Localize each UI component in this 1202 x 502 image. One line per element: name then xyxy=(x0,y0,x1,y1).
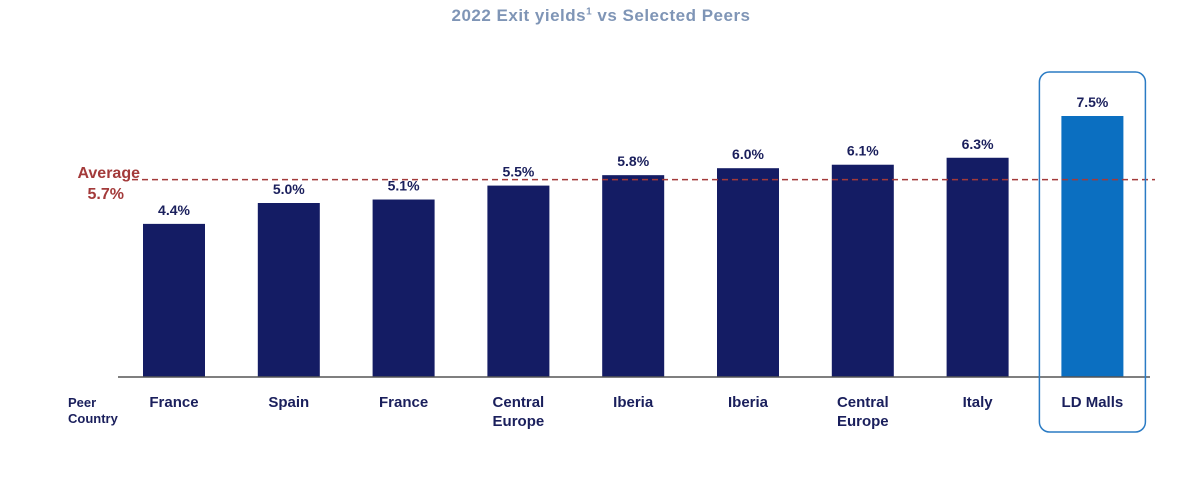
average-label: Average xyxy=(77,165,140,182)
row-label-line-2: Country xyxy=(68,411,118,426)
chart-title-footnote: 1 xyxy=(586,6,593,18)
data-label-1: 5.0% xyxy=(273,181,305,197)
category-label-3-line-0: Central xyxy=(493,394,545,411)
category-label-1-line-0: Spain xyxy=(268,394,309,411)
category-label-4-line-0: Iberia xyxy=(613,394,654,411)
bar-1 xyxy=(257,203,320,377)
category-label-5-line-0: Iberia xyxy=(728,394,769,411)
bar-0 xyxy=(143,223,205,377)
category-label-7-line-0: Italy xyxy=(963,394,994,411)
data-label-7: 6.3% xyxy=(962,136,994,152)
bar-8 xyxy=(1061,116,1124,377)
category-label-0-line-0: France xyxy=(149,394,198,411)
bar-7 xyxy=(946,157,1009,377)
row-label-peer-country: Peer Country xyxy=(68,395,118,427)
data-label-5: 6.0% xyxy=(732,146,764,162)
bars-group xyxy=(143,116,1124,377)
chart-title: 2022 Exit yields1 vs Selected Peers xyxy=(0,6,1202,26)
bar-5 xyxy=(717,168,779,377)
category-label-2-line-0: France xyxy=(379,394,428,411)
chart-title-main: 2022 Exit yields xyxy=(451,6,587,25)
data-label-8: 7.5% xyxy=(1076,94,1108,110)
category-labels-group: France Spain France Central Europe Iberia Iber… xyxy=(149,394,1123,430)
data-label-0: 4.4% xyxy=(158,202,190,218)
bar-4 xyxy=(602,175,665,377)
average-value-label: 5.7% xyxy=(88,186,124,203)
data-label-6: 6.1% xyxy=(847,143,879,159)
bar-6 xyxy=(831,164,894,377)
bar-3 xyxy=(487,185,550,377)
category-label-3-line-1: Europe xyxy=(493,413,545,430)
data-label-2: 5.1% xyxy=(388,178,420,194)
value-labels-group: 4.4% 5.0% 5.1% 5.5% 5.8% 6.0% 6.1% 6.3% 7.5% xyxy=(158,94,1109,218)
row-label-line-1: Peer xyxy=(68,395,97,410)
data-label-4: 5.8% xyxy=(617,153,649,169)
category-label-8-line-0: LD Malls xyxy=(1062,394,1124,411)
data-label-3: 5.5% xyxy=(502,164,534,180)
category-label-6-line-0: Central xyxy=(837,394,889,411)
chart-title-rest: vs Selected Peers xyxy=(592,6,751,25)
category-label-6-line-1: Europe xyxy=(837,413,889,430)
bar-2 xyxy=(372,199,435,377)
highlight-box xyxy=(1038,71,1147,433)
